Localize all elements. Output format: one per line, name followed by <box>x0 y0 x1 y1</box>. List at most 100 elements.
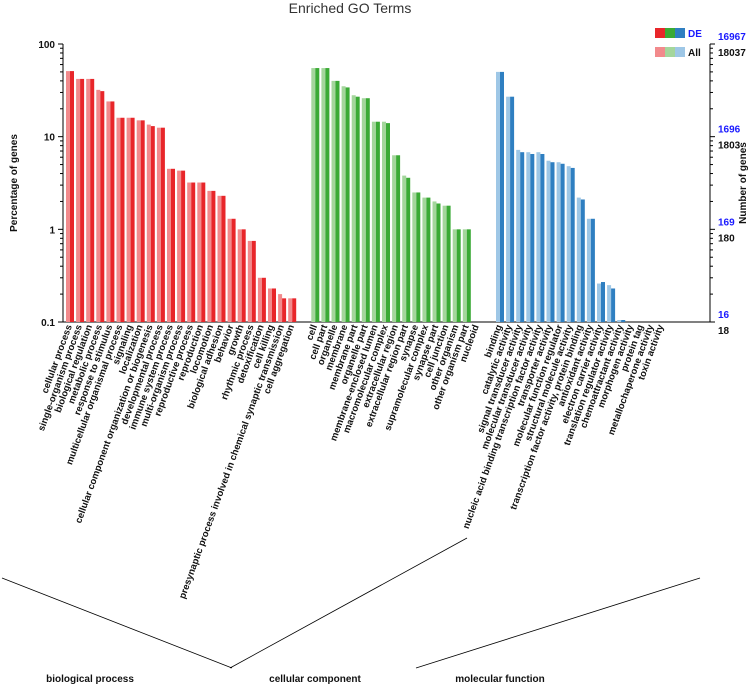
bar-all <box>361 98 366 323</box>
legend-all-swatch-cc <box>665 47 675 57</box>
bar-de <box>426 197 431 322</box>
bar-all <box>106 101 111 322</box>
bar-de <box>570 167 575 322</box>
bar-all <box>496 71 500 322</box>
bar-all <box>288 298 293 322</box>
bar-de <box>272 288 276 322</box>
bar-all <box>136 120 141 322</box>
bar-de <box>231 218 236 322</box>
bar-de <box>520 152 525 322</box>
bars <box>66 68 626 323</box>
bar-de <box>191 182 196 322</box>
bar-de <box>396 155 401 322</box>
legend-all-label: All <box>688 48 701 59</box>
bar-de <box>530 154 535 322</box>
bar-all <box>227 218 232 322</box>
y-right-tick-label-all: 1803 <box>718 141 741 152</box>
bar-de <box>540 154 545 322</box>
bar-all <box>217 195 222 322</box>
bar-all <box>96 89 101 322</box>
bar-de <box>580 199 585 322</box>
bar-de <box>500 71 504 322</box>
group-label: biological process <box>46 674 134 685</box>
bar-all <box>116 117 121 322</box>
bar-de <box>315 68 320 322</box>
bar-de <box>621 320 626 322</box>
bar-all <box>576 197 581 322</box>
bar-de <box>292 298 297 322</box>
bar-all <box>432 201 437 322</box>
bar-all <box>126 117 131 322</box>
bar-de <box>375 121 380 323</box>
bar-all <box>526 152 531 322</box>
legend: DE All <box>655 28 702 59</box>
y-axis-right-title: Number of genes <box>738 142 749 224</box>
bar-de <box>560 163 565 322</box>
y-right-tick-label-all: 18037 <box>718 48 746 59</box>
bar-de <box>325 68 330 322</box>
bar-de <box>355 96 360 322</box>
bar-all <box>516 149 521 322</box>
bar-all <box>156 127 161 322</box>
group-brackets: biological process cellular component mole… <box>1 537 701 685</box>
bar-all <box>341 86 346 322</box>
bar-all <box>371 121 376 323</box>
y-right-tick-label-de: 16967 <box>718 32 746 43</box>
bar-all <box>187 182 192 322</box>
bar-all <box>566 166 571 322</box>
bar-de <box>611 288 616 322</box>
group-bracket-line <box>415 577 701 669</box>
group-label: molecular function <box>455 674 544 685</box>
bar-all <box>257 277 262 322</box>
legend-de-label: DE <box>688 29 702 40</box>
bar-all <box>586 218 591 322</box>
legend-de-swatch-bp <box>655 28 665 38</box>
bar-all <box>247 240 252 322</box>
bar-all <box>607 285 612 322</box>
bar-all <box>402 175 407 322</box>
y-axis-left-title: Percentage of genes <box>9 134 20 232</box>
bar-de <box>70 71 74 322</box>
bar-de <box>130 117 135 322</box>
bar-all <box>86 78 91 322</box>
bar-all <box>351 95 356 323</box>
bar-all <box>177 170 182 322</box>
bar-all <box>422 197 427 322</box>
y-left-tick-label: 10 <box>44 133 56 144</box>
category-label: cell <box>304 323 320 342</box>
bar-de <box>211 190 216 322</box>
bar-all <box>278 294 283 322</box>
bar-all <box>546 160 551 322</box>
group-bracket-line <box>1 577 233 669</box>
chart-title: Enriched GO Terms <box>289 0 412 16</box>
bar-all <box>506 96 511 322</box>
bar-all <box>311 68 316 322</box>
bar-all <box>66 71 70 322</box>
group-bracket-line <box>229 537 468 669</box>
bar-de <box>160 127 165 322</box>
bar-de <box>416 192 421 322</box>
bar-all <box>268 288 272 322</box>
bar-de <box>335 80 340 323</box>
bar-de <box>550 162 555 322</box>
bar-de <box>406 177 411 322</box>
bar-de <box>150 126 155 323</box>
bar-de <box>386 123 390 323</box>
bar-de <box>110 101 115 322</box>
bar-de <box>90 78 95 322</box>
legend-de-swatch-cc <box>665 28 675 38</box>
bar-de <box>590 218 595 322</box>
y-left-tick-label: 100 <box>38 40 55 51</box>
bar-all <box>452 229 457 322</box>
bar-all <box>556 162 561 322</box>
y-right-tick-label-de: 169 <box>718 217 735 228</box>
bar-all <box>597 283 601 322</box>
bar-all <box>462 229 467 322</box>
bar-all <box>392 155 397 322</box>
group-label: cellular component <box>269 674 361 685</box>
bar-all <box>536 152 541 322</box>
bar-all <box>197 182 202 322</box>
bar-de <box>345 87 350 322</box>
